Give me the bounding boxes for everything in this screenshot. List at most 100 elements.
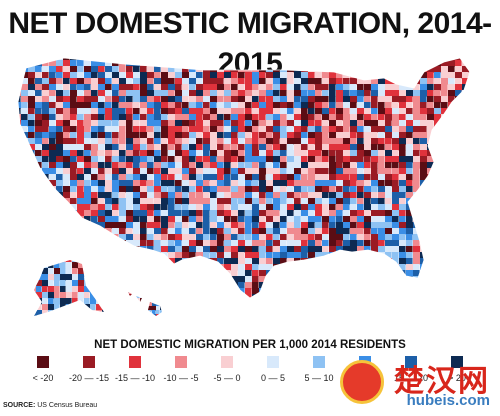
county-cell [18,150,22,157]
county-cell [343,102,351,109]
county-cell [77,138,85,145]
county-cell [392,114,401,121]
county-cell [21,270,30,277]
county-cell [98,288,106,295]
county-cell [42,84,51,91]
county-cell [413,72,421,79]
county-cell [203,240,212,247]
county-cell [252,58,261,61]
county-cell [49,120,56,127]
county-cell [48,316,56,323]
county-cell [371,90,380,97]
county-cell [144,306,149,311]
county-cell [54,274,62,281]
county-cell [21,288,29,295]
county-cell [35,96,43,103]
county-cell [102,286,104,293]
county-cell [315,168,323,175]
county-cell [357,58,365,61]
county-cell [102,274,104,281]
county-cell [217,144,224,151]
county-cell [112,288,119,295]
county-cell [18,222,21,229]
county-cell [469,246,470,253]
county-cell [301,192,309,199]
county-cell [413,288,420,295]
legend-swatch [83,356,95,368]
county-cell [182,300,189,307]
county-cell [105,132,112,139]
county-cell [35,264,42,271]
county-cell [364,58,371,61]
county-cell [175,174,184,181]
county-cell [385,78,394,85]
county-cell [112,132,119,139]
county-cell [140,270,148,277]
county-cell [378,102,385,109]
county-cell [322,120,329,127]
county-cell [469,282,470,289]
county-cell [144,314,149,316]
county-cell [259,228,268,235]
county-cell [364,216,372,223]
county-cell [336,126,344,133]
county-cell [294,90,303,97]
watermark-chinese: 楚汉网 [394,364,490,399]
county-cell [28,252,35,259]
county-cell [18,276,23,283]
county-cell [448,252,455,259]
county-cell [343,78,350,85]
county-cell [371,138,380,145]
county-cell [406,264,415,271]
county-cell [378,276,387,283]
county-cell [91,246,100,253]
county-cell [343,60,352,67]
county-cell [448,288,457,295]
county-cell [420,192,427,199]
county-cell [259,102,267,109]
county-cell [196,192,204,199]
county-cell [329,276,337,283]
county-cell [224,300,232,307]
county-cell [126,126,133,133]
county-cell [427,126,435,133]
county-cell [420,132,428,139]
county-cell [56,228,64,235]
county-cell [96,304,104,311]
county-cell [148,318,153,323]
county-cell [168,78,175,85]
county-cell [273,240,281,247]
legend-item: 15 — 20 [391,356,431,383]
county-cell [203,288,211,295]
county-cell [315,180,324,187]
county-cell [28,132,35,139]
county-cell [56,186,63,193]
county-cell [21,58,28,61]
county-cell [70,192,77,199]
county-cell [154,252,161,259]
county-cell [350,120,358,127]
county-cell [448,264,455,271]
county-cell [280,114,287,121]
county-cell [427,198,434,205]
county-cell [196,198,205,205]
county-cell [441,126,449,133]
county-cell [448,96,455,103]
county-cell [91,258,100,265]
county-cell [357,294,365,298]
county-cell [273,102,282,109]
county-cell [434,66,442,73]
county-cell [315,58,322,61]
county-cell [406,58,414,61]
county-cell [245,276,253,283]
county-cell [136,310,142,315]
county-cell [301,162,310,169]
county-cell [154,234,162,241]
county-cell [136,292,141,295]
county-cell [266,240,273,247]
county-cell [238,252,245,259]
county-cell [434,270,442,277]
county-cell [147,114,156,121]
county-cell [196,186,203,193]
county-cell [63,240,72,247]
